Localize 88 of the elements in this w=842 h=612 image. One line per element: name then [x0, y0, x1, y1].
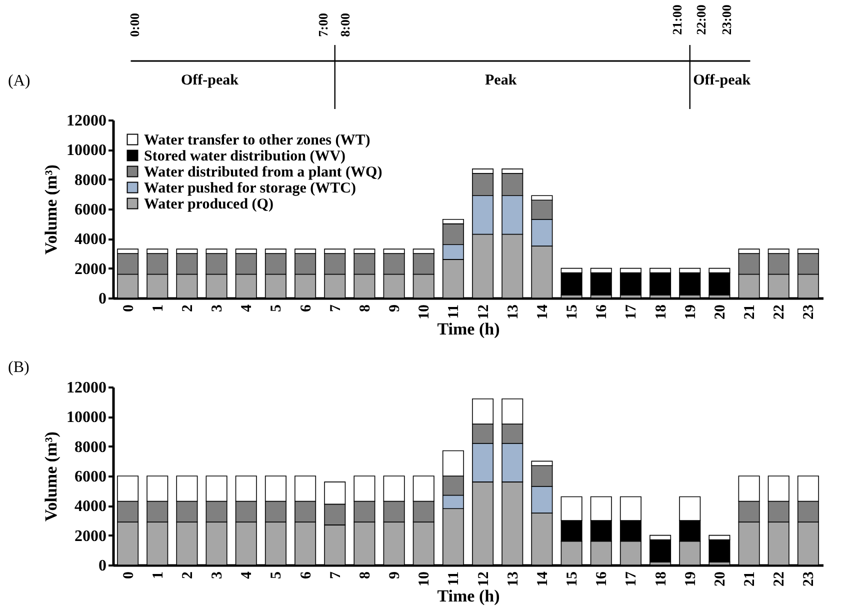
x-tick-label: 3 [210, 304, 226, 312]
bar [590, 272, 612, 296]
y-tick-label: 10000 [66, 409, 106, 426]
bar [708, 272, 730, 296]
legend-label: Stored water distribution (WV) [144, 148, 346, 164]
x-tick-label: 7 [328, 571, 344, 579]
x-tick-label: 6 [298, 571, 314, 579]
x-tick-label: 17 [624, 304, 640, 320]
text: 23:00 [719, 4, 734, 35]
y-tick-label: 8000 [74, 438, 106, 456]
x-tick-label: 15 [564, 304, 581, 320]
x-tick-label: 14 [534, 304, 551, 320]
text: 7:00 [315, 13, 330, 37]
x-tick-label: 9 [387, 304, 404, 312]
x-tick-label: 12 [476, 572, 492, 586]
text: 8:00 [338, 13, 353, 37]
y-axis-title: Volume (m³) [42, 432, 60, 522]
y-tick-label: 2000 [74, 528, 106, 545]
y-tick-label: 8000 [74, 172, 106, 189]
x-tick-label: 8 [357, 304, 374, 312]
y-tick-label: 10000 [66, 142, 106, 160]
x-tick-label: 8 [357, 572, 374, 579]
x-tick-label: 12 [476, 304, 492, 320]
text: 0:00 [127, 13, 142, 37]
bar [560, 272, 582, 296]
x-tick-label: 23 [801, 304, 818, 320]
x-tick-label: 10 [416, 572, 433, 586]
text: Off-peak [180, 72, 240, 89]
bar [708, 539, 730, 562]
x-tick-label: 0 [120, 304, 137, 312]
x-tick-label: 23 [801, 572, 818, 586]
bar [620, 272, 642, 296]
x-tick-label: 19 [682, 304, 699, 320]
y-tick-label: 6000 [74, 202, 106, 218]
x-tick-label: 5 [268, 304, 285, 312]
x-tick-label: 11 [446, 572, 462, 586]
x-tick-label: 21 [742, 304, 758, 320]
chart-title: (B) [8, 359, 30, 376]
x-tick-label: 20 [712, 304, 728, 320]
legend-label: Water produced (Q) [144, 196, 274, 212]
x-tick-label: 3 [210, 572, 226, 579]
x-tick-label: 18 [653, 572, 670, 586]
x-tick-label: 9 [387, 572, 404, 579]
x-tick-label: 19 [682, 572, 699, 586]
x-tick-label: 16 [594, 571, 610, 586]
x-axis-title: Time (h) [437, 320, 500, 338]
x-tick-label: 5 [268, 572, 285, 579]
x-tick-label: 22 [772, 304, 788, 320]
x-tick-label: 0 [120, 572, 137, 579]
y-tick-label: 4000 [74, 231, 106, 248]
y-tick-label: 4000 [74, 498, 106, 516]
bar [650, 539, 672, 562]
x-tick-label: 21 [742, 572, 758, 586]
x-tick-label: 4 [239, 304, 256, 312]
text: 22:00 [693, 4, 708, 35]
x-tick-label: 15 [564, 572, 581, 586]
x-tick-label: 2 [180, 304, 196, 312]
x-tick-label: 1 [150, 572, 166, 579]
x-axis-title: Time (h) [437, 586, 500, 606]
legend-label: Water distributed from a plant (WQ) [144, 164, 382, 180]
x-tick-label: 10 [416, 304, 433, 320]
x-tick-label: 11 [446, 304, 462, 319]
bar [650, 272, 672, 296]
x-tick-label: 16 [594, 304, 610, 320]
x-tick-label: 22 [772, 572, 788, 586]
legend-label: Water transfer to other zones (WT) [144, 132, 370, 148]
x-tick-label: 14 [534, 571, 551, 586]
x-tick-label: 20 [712, 572, 728, 586]
x-tick-label: 13 [505, 304, 522, 320]
x-tick-label: 2 [180, 572, 196, 579]
text: 21:00 [669, 4, 684, 35]
x-tick-label: 7 [328, 304, 344, 312]
bar [679, 272, 701, 296]
x-tick-label: 4 [239, 571, 256, 579]
text: Off-peak [693, 72, 752, 89]
text: Peak [485, 72, 518, 89]
y-tick-label: 12000 [66, 112, 106, 130]
x-tick-label: 13 [505, 572, 522, 586]
x-tick-label: 6 [298, 304, 314, 312]
legend-label: Water pushed for storage (WTC) [144, 180, 356, 196]
x-tick-label: 17 [624, 571, 640, 586]
x-tick-label: 1 [150, 304, 166, 312]
y-tick-label: 6000 [74, 468, 106, 486]
y-tick-label: 2000 [74, 260, 106, 278]
y-axis-title: Volume (m³) [42, 164, 60, 254]
chart-title: (A) [8, 72, 30, 90]
x-tick-label: 18 [653, 304, 670, 320]
y-tick-label: 12000 [66, 380, 106, 396]
